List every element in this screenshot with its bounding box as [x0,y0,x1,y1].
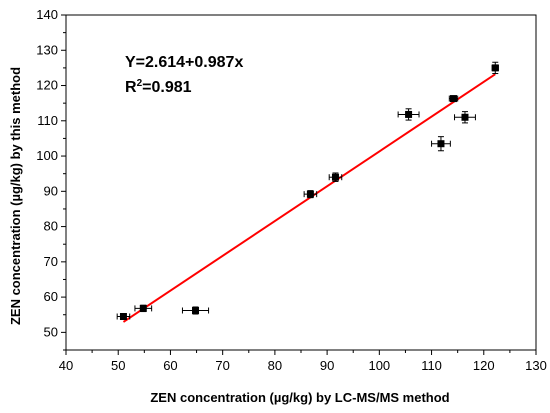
r-squared-superscript: 2 [137,78,143,89]
point-marker [405,110,413,118]
x-tick-label: 120 [473,358,495,373]
data-points [116,61,499,320]
x-tick-label: 50 [111,358,125,373]
point-marker [306,190,314,198]
data-point [454,111,476,124]
point-marker [461,113,469,121]
y-axis-title: ZEN concentration (µg/kg) by this method [8,67,23,325]
y-tick-label: 130 [36,42,58,57]
y-tick-label: 70 [44,254,58,269]
point-marker [449,95,457,103]
point-marker [491,64,499,72]
data-point [116,313,131,320]
x-axis: 40 50 60 70 80 90 100 110 120 130 [59,350,547,373]
data-point [134,304,153,313]
point-marker [192,307,200,315]
x-tick-label: 110 [421,358,442,373]
y-tick-label: 90 [44,183,58,198]
equation-label: Y=2.614+0.987x [125,54,243,71]
y-tick-label: 80 [44,219,58,234]
data-point [181,306,210,315]
r-squared-value: =0.981 [142,79,191,96]
x-tick-label: 130 [525,358,547,373]
y-tick-label: 140 [36,7,58,22]
y-tick-label: 50 [44,324,58,339]
r-squared-prefix: R [125,79,137,96]
y-tick-label: 100 [36,148,58,163]
x-tick-label: 60 [163,358,177,373]
point-marker [119,313,127,320]
x-tick-label: 70 [215,358,229,373]
data-point [328,172,343,182]
x-axis-title: ZEN concentration (µg/kg) by LC-MS/MS me… [150,390,449,405]
r-squared-label: R2=0.981 [125,78,192,96]
y-axis: 50 60 70 80 90 100 110 120 130 140 [36,7,66,351]
data-point [397,108,420,121]
x-tick-label: 90 [320,358,334,373]
x-tick-label: 100 [368,358,390,373]
y-tick-label: 60 [44,289,58,304]
y-tick-label: 110 [37,113,58,128]
point-marker [437,140,445,148]
x-tick-label: 80 [268,358,282,373]
point-marker [139,304,147,312]
data-point [491,61,499,75]
data-point [303,190,318,199]
data-point [448,95,459,103]
point-marker [331,173,339,181]
data-point [431,136,451,152]
x-tick-label: 40 [59,358,73,373]
y-tick-label: 120 [36,78,58,93]
